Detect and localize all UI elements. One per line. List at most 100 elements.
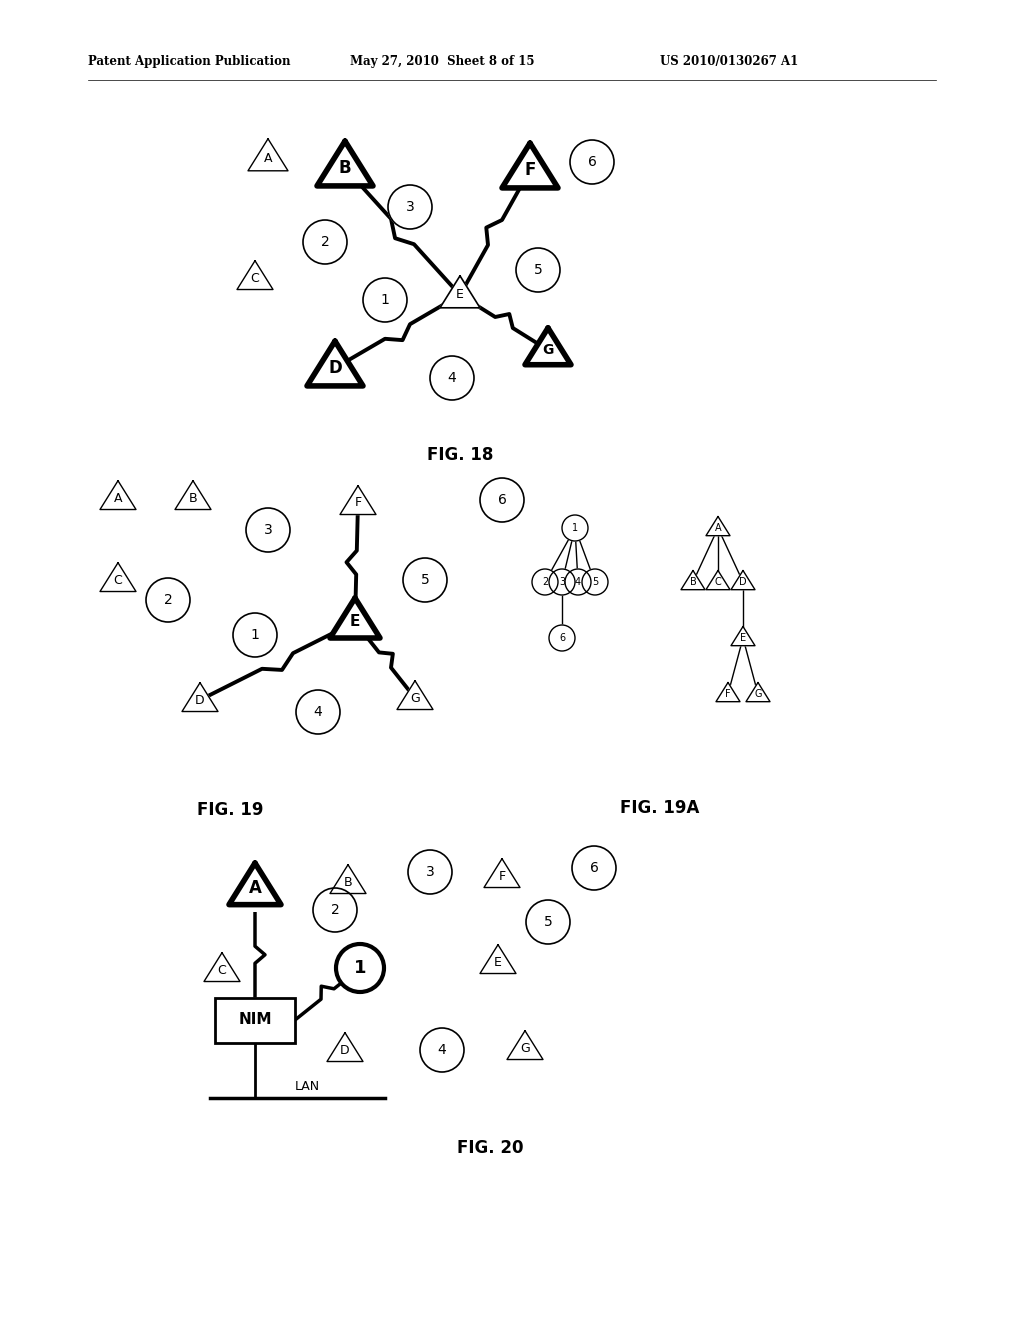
Text: 4: 4	[574, 577, 581, 587]
Text: 5: 5	[544, 915, 552, 929]
Text: F: F	[354, 496, 361, 510]
Polygon shape	[706, 570, 730, 590]
Circle shape	[480, 478, 524, 521]
Circle shape	[388, 185, 432, 228]
Text: A: A	[715, 523, 721, 533]
Circle shape	[570, 140, 614, 183]
Text: 1: 1	[353, 960, 367, 977]
Text: US 2010/0130267 A1: US 2010/0130267 A1	[660, 55, 799, 69]
Text: C: C	[114, 573, 123, 586]
Text: 2: 2	[331, 903, 339, 917]
Polygon shape	[525, 327, 571, 364]
Text: A: A	[114, 491, 122, 504]
Text: FIG. 18: FIG. 18	[427, 446, 494, 465]
Polygon shape	[182, 682, 218, 711]
Text: 6: 6	[588, 154, 596, 169]
Text: 1: 1	[251, 628, 259, 642]
Text: 4: 4	[313, 705, 323, 719]
Polygon shape	[237, 261, 273, 289]
Circle shape	[246, 508, 290, 552]
Text: G: G	[411, 692, 420, 705]
Circle shape	[430, 356, 474, 400]
Text: E: E	[456, 289, 464, 301]
Text: A: A	[264, 152, 272, 165]
Circle shape	[532, 569, 558, 595]
Polygon shape	[484, 859, 520, 887]
Polygon shape	[716, 682, 740, 702]
Text: B: B	[689, 577, 696, 587]
Polygon shape	[507, 1031, 543, 1060]
Circle shape	[233, 612, 278, 657]
Text: 1: 1	[381, 293, 389, 308]
Polygon shape	[330, 865, 366, 894]
Polygon shape	[397, 681, 433, 710]
Text: 6: 6	[498, 492, 507, 507]
Polygon shape	[330, 598, 380, 638]
Polygon shape	[229, 863, 281, 904]
Text: FIG. 19A: FIG. 19A	[621, 799, 699, 817]
Circle shape	[303, 220, 347, 264]
Text: 4: 4	[437, 1043, 446, 1057]
Circle shape	[408, 850, 452, 894]
Text: 3: 3	[426, 865, 434, 879]
Polygon shape	[746, 682, 770, 702]
Text: G: G	[543, 343, 554, 356]
Text: Patent Application Publication: Patent Application Publication	[88, 55, 291, 69]
Circle shape	[565, 569, 591, 595]
Text: D: D	[739, 577, 746, 587]
Polygon shape	[731, 627, 755, 645]
Circle shape	[362, 279, 407, 322]
Text: B: B	[188, 491, 198, 504]
Text: 2: 2	[164, 593, 172, 607]
Polygon shape	[100, 480, 136, 510]
Circle shape	[420, 1028, 464, 1072]
Text: E: E	[494, 956, 502, 969]
Polygon shape	[100, 562, 136, 591]
Text: E: E	[350, 615, 360, 630]
Circle shape	[516, 248, 560, 292]
Polygon shape	[175, 480, 211, 510]
Text: C: C	[251, 272, 259, 285]
Polygon shape	[706, 516, 730, 536]
Polygon shape	[307, 341, 362, 385]
Circle shape	[572, 846, 616, 890]
Text: 6: 6	[559, 634, 565, 643]
Text: G: G	[755, 689, 762, 700]
Text: 5: 5	[534, 263, 543, 277]
Circle shape	[146, 578, 190, 622]
Text: NIM: NIM	[239, 1012, 271, 1027]
Polygon shape	[340, 486, 376, 515]
Polygon shape	[327, 1032, 362, 1061]
Polygon shape	[248, 139, 288, 170]
Polygon shape	[317, 141, 373, 186]
Text: F: F	[499, 870, 506, 883]
Text: D: D	[196, 693, 205, 706]
Text: C: C	[218, 964, 226, 977]
Text: 5: 5	[592, 577, 598, 587]
Circle shape	[403, 558, 447, 602]
Text: FIG. 19: FIG. 19	[197, 801, 263, 818]
Polygon shape	[502, 143, 558, 187]
Text: F: F	[725, 689, 731, 700]
Circle shape	[526, 900, 570, 944]
Circle shape	[313, 888, 357, 932]
Text: D: D	[340, 1044, 350, 1056]
Circle shape	[549, 624, 575, 651]
Text: G: G	[520, 1041, 529, 1055]
Text: 2: 2	[542, 577, 548, 587]
Circle shape	[296, 690, 340, 734]
Text: 3: 3	[263, 523, 272, 537]
Text: 6: 6	[590, 861, 598, 875]
Text: 4: 4	[447, 371, 457, 385]
Circle shape	[562, 515, 588, 541]
FancyBboxPatch shape	[215, 998, 295, 1043]
Text: C: C	[715, 577, 721, 587]
Polygon shape	[440, 276, 480, 308]
Text: A: A	[249, 879, 261, 898]
Text: 5: 5	[421, 573, 429, 587]
Polygon shape	[204, 953, 240, 982]
Text: 2: 2	[321, 235, 330, 249]
Text: B: B	[344, 875, 352, 888]
Text: B: B	[339, 158, 351, 177]
Circle shape	[549, 569, 575, 595]
